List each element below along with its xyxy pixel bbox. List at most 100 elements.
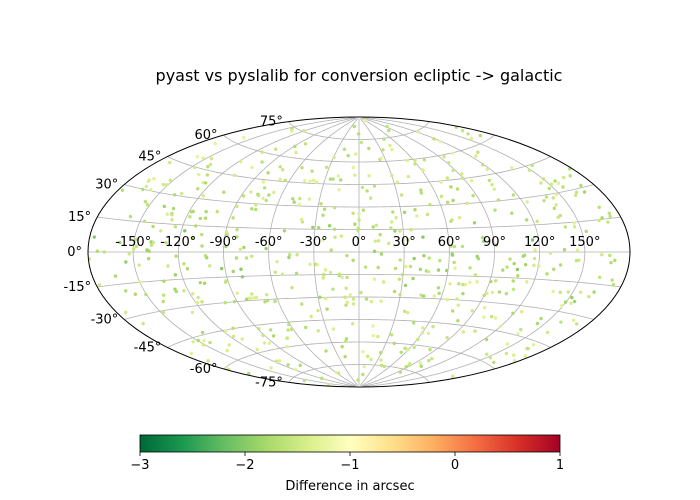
scatter-point bbox=[328, 270, 333, 275]
scatter-point bbox=[322, 272, 326, 277]
scatter-point bbox=[198, 216, 203, 221]
longitude-tick-label: 0° bbox=[352, 235, 367, 250]
latitude-tick-label: -30° bbox=[91, 313, 119, 328]
scatter-point bbox=[561, 185, 565, 189]
scatter-point bbox=[368, 196, 373, 200]
scatter-point bbox=[267, 341, 272, 345]
scatter-point bbox=[398, 370, 402, 375]
scatter-point bbox=[574, 259, 579, 263]
latitude-tick-labels: -75° -60° -45° -30° -15° 0° 15° 30° 45° 60° 75° bbox=[63, 115, 282, 391]
scatter-point bbox=[170, 218, 174, 222]
scatter-point bbox=[519, 310, 524, 314]
latitude-tick-label: 45° bbox=[138, 150, 161, 165]
scatter-point bbox=[319, 202, 323, 206]
scatter-point bbox=[339, 234, 344, 238]
scatter-point bbox=[512, 358, 517, 363]
scatter-point bbox=[511, 193, 516, 197]
scatter-point bbox=[196, 186, 200, 191]
scatter-point bbox=[487, 178, 492, 183]
scatter-point bbox=[159, 229, 163, 233]
scatter-point bbox=[97, 283, 102, 287]
scatter-point bbox=[473, 273, 478, 277]
scatter-point bbox=[303, 178, 307, 183]
scatter-point bbox=[431, 324, 435, 329]
scatter-point bbox=[449, 219, 453, 223]
scatter-point bbox=[519, 327, 523, 332]
scatter-point bbox=[571, 318, 576, 322]
scatter-point bbox=[465, 201, 469, 205]
scatter-point bbox=[232, 173, 237, 178]
scatter-point bbox=[511, 287, 516, 292]
scatter-point bbox=[579, 183, 583, 188]
scatter-point bbox=[610, 278, 614, 282]
scatter-point bbox=[473, 329, 477, 333]
scatter-point bbox=[461, 176, 465, 180]
scatter-point bbox=[379, 350, 383, 355]
scatter-point bbox=[182, 289, 186, 293]
scatter-point bbox=[419, 188, 423, 192]
scatter-point bbox=[351, 302, 356, 306]
scatter-point bbox=[241, 136, 246, 140]
scatter-point bbox=[381, 280, 386, 284]
scatter-point bbox=[280, 272, 285, 276]
scatter-point bbox=[450, 309, 455, 313]
scatter-point bbox=[475, 280, 479, 284]
scatter-point bbox=[364, 297, 369, 301]
scatter-point bbox=[165, 183, 169, 187]
scatter-point bbox=[452, 244, 457, 249]
scatter-point bbox=[432, 294, 436, 298]
scatter-point bbox=[373, 239, 377, 243]
scatter-point bbox=[173, 273, 178, 277]
scatter-point bbox=[272, 190, 276, 195]
scatter-point bbox=[449, 244, 453, 248]
scatter-point bbox=[371, 324, 375, 328]
scatter-point bbox=[613, 258, 617, 263]
scatter-point bbox=[527, 168, 532, 173]
scatter-point bbox=[445, 335, 449, 340]
scatter-point bbox=[327, 382, 331, 387]
scatter-point bbox=[461, 330, 466, 334]
scatter-point bbox=[531, 343, 536, 347]
scatter-point bbox=[554, 192, 559, 197]
scatter-point bbox=[372, 184, 377, 188]
scatter-point bbox=[539, 316, 543, 321]
scatter-point bbox=[316, 225, 321, 230]
scatter-point bbox=[161, 299, 165, 304]
scatter-point bbox=[309, 314, 313, 319]
scatter-point bbox=[200, 330, 205, 335]
scatter-point bbox=[405, 158, 410, 163]
scatter-point bbox=[388, 143, 392, 148]
scatter-point bbox=[350, 322, 355, 326]
globe-outline bbox=[87, 116, 631, 388]
scatter-point bbox=[224, 366, 229, 370]
scatter-point bbox=[552, 267, 556, 271]
scatter-point bbox=[277, 359, 282, 363]
scatter-point bbox=[266, 171, 270, 175]
scatter-point bbox=[403, 309, 407, 314]
scatter-point bbox=[239, 159, 243, 164]
scatter-point bbox=[240, 337, 244, 341]
scatter-point bbox=[566, 290, 570, 294]
scatter-point bbox=[472, 221, 477, 225]
scatter-point bbox=[391, 210, 395, 214]
scatter-point bbox=[501, 268, 505, 272]
scatter-point bbox=[482, 293, 486, 298]
scatter-point bbox=[470, 309, 474, 313]
scatter-point bbox=[548, 251, 553, 255]
scatter-point bbox=[310, 169, 314, 173]
scatter-point bbox=[453, 266, 457, 270]
scatter-point bbox=[194, 224, 198, 228]
scatter-point bbox=[316, 308, 320, 313]
scatter-point bbox=[161, 310, 165, 315]
scatter-point bbox=[608, 253, 612, 258]
scatter-point bbox=[189, 351, 194, 356]
scatter-point bbox=[224, 244, 228, 249]
scatter-point bbox=[558, 263, 563, 267]
scatter-point bbox=[363, 265, 368, 269]
scatter-point bbox=[332, 155, 336, 160]
scatter-point bbox=[609, 260, 613, 265]
scatter-point bbox=[457, 215, 462, 220]
scatter-point bbox=[205, 173, 210, 177]
scatter-point bbox=[611, 282, 616, 287]
latitude-tick-label: -75° bbox=[255, 375, 283, 390]
